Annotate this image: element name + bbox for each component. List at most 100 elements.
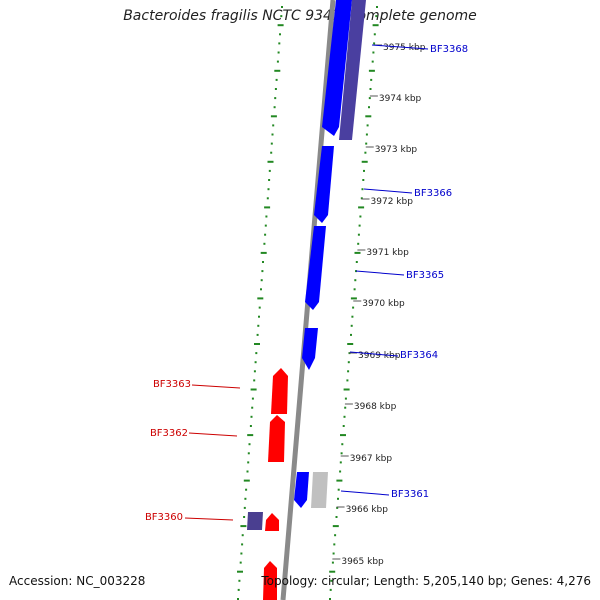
gc-right-dot — [340, 452, 343, 455]
gc-right-dot — [347, 361, 350, 364]
gc-right-dot — [369, 88, 372, 90]
gc-right-dot — [351, 315, 354, 318]
gc-right-dot — [347, 343, 354, 345]
gc-left-dot — [240, 552, 243, 555]
gene-bf3362-feature[interactable] — [268, 415, 285, 462]
kbp-tick-label: 3975 kbp — [383, 43, 426, 53]
gc-right-dot — [365, 133, 368, 136]
gene-bf3368-feature[interactable] — [322, 0, 352, 136]
gc-right-dot — [333, 543, 336, 546]
gc-right-dot — [337, 497, 339, 500]
gc-right-dot — [375, 15, 378, 18]
gc-right-dot — [362, 179, 365, 181]
gene-label-bf3361[interactable]: BF3361 — [391, 489, 429, 500]
gc-right-dot — [354, 251, 361, 254]
gc-right-dot — [347, 370, 350, 373]
gc-right-dot — [336, 479, 343, 482]
gc-left-dot — [260, 279, 263, 282]
gc-left-dot — [253, 379, 256, 382]
kbp-tick-label: 3971 kbp — [366, 248, 409, 258]
kbp-tick-label: 3973 kbp — [375, 145, 418, 155]
gc-track-left — [237, 6, 284, 600]
gc-left-dot — [243, 506, 246, 509]
gene-label-bf3360[interactable]: BF3360 — [145, 512, 183, 523]
topology-text: Topology: circular; Length: 5,205,140 bp… — [261, 574, 591, 588]
gc-left-dot — [254, 343, 260, 345]
gc-left-dot — [253, 370, 256, 373]
gc-left-dot — [277, 51, 280, 54]
gc-left-dot — [264, 233, 267, 236]
kbp-tick-label: 3969 kbp — [358, 351, 401, 361]
gene-features — [247, 0, 366, 600]
gene-label-bf3368[interactable]: BF3368 — [430, 44, 468, 55]
gc-left-dot — [258, 315, 260, 318]
gc-left-dot — [262, 261, 264, 263]
gc-left-dot — [256, 333, 259, 336]
gc-right-dot — [363, 169, 365, 172]
gene-bf3361-feature[interactable] — [294, 472, 309, 508]
gc-left-dot — [275, 78, 278, 81]
gc-left-dot — [272, 124, 275, 127]
gc-left-dot — [268, 169, 271, 172]
gene-label-leader-line — [363, 188, 413, 194]
gc-right-dot — [368, 69, 375, 72]
gc-left-dot — [243, 479, 250, 482]
gc-right-dot — [342, 425, 345, 427]
gc-right-dot — [354, 279, 357, 282]
gc-left-dot — [274, 69, 281, 72]
gene-bf3360-overlap-feature[interactable] — [247, 512, 263, 530]
gc-right-dot — [373, 42, 376, 45]
gene-bf3364-feature[interactable] — [302, 328, 318, 370]
gc-left-dot — [274, 97, 277, 100]
gc-right-dot — [365, 115, 372, 118]
gc-left-dot — [267, 160, 274, 163]
gc-right-dot — [330, 579, 333, 582]
gc-right-dot — [329, 598, 331, 600]
gc-right-dot — [359, 215, 362, 218]
gc-right-dot — [373, 33, 376, 36]
gc-left-dot — [270, 151, 273, 154]
gene-bf3366-feature[interactable] — [314, 146, 334, 223]
gc-left-dot — [237, 598, 239, 600]
gene-bf3368-overlap-feature[interactable] — [339, 0, 366, 140]
gc-left-dot — [257, 297, 264, 300]
gene-label-bf3366[interactable]: BF3366 — [414, 188, 452, 199]
gene-label-bf3362[interactable]: BF3362 — [150, 428, 188, 439]
kbp-tick-label: 3967 kbp — [350, 454, 393, 464]
gc-right-dot — [355, 261, 358, 263]
gc-right-dot — [332, 552, 335, 555]
kbp-tick-label: 3970 kbp — [362, 299, 405, 309]
gene-bf3360-feature[interactable] — [265, 513, 279, 531]
gc-right-dot — [361, 160, 368, 163]
gc-left-dot — [264, 206, 271, 209]
gc-left-dot — [240, 525, 247, 528]
gc-right-dot — [357, 233, 360, 236]
gc-right-dot — [329, 588, 332, 591]
gene-label-bf3364[interactable]: BF3364 — [400, 350, 438, 361]
gc-left-dot — [247, 434, 254, 437]
gc-left-dot — [279, 33, 281, 36]
gc-right-dot — [350, 333, 352, 336]
gc-left-dot — [250, 415, 253, 418]
gene-bf3365-feature[interactable] — [305, 226, 326, 310]
gc-right-dot — [366, 124, 369, 127]
gc-right-dot — [372, 51, 375, 54]
gc-right-dot — [331, 561, 334, 564]
gc-right-dot — [358, 224, 361, 227]
gene-label-bf3363[interactable]: BF3363 — [153, 379, 191, 390]
gene-label-bf3365[interactable]: BF3365 — [406, 270, 444, 281]
gc-right-dot — [336, 506, 339, 509]
gc-left-dot — [249, 425, 252, 427]
gc-right-dot — [343, 415, 346, 418]
gc-left-dot — [238, 579, 241, 582]
gene-grey-feature[interactable] — [311, 472, 328, 508]
gene-partial-bottom-feature[interactable] — [263, 561, 277, 600]
gc-left-dot — [278, 42, 281, 45]
gc-left-dot — [251, 397, 254, 400]
map-title: Bacteroides fragilis NCTC 9343, complete… — [123, 8, 477, 24]
gc-left-dot — [268, 179, 271, 181]
gene-bf3363-feature[interactable] — [271, 368, 288, 414]
gc-right-dot — [352, 306, 355, 309]
gc-left-dot — [237, 570, 243, 573]
gene-label-leader-line — [188, 432, 238, 437]
